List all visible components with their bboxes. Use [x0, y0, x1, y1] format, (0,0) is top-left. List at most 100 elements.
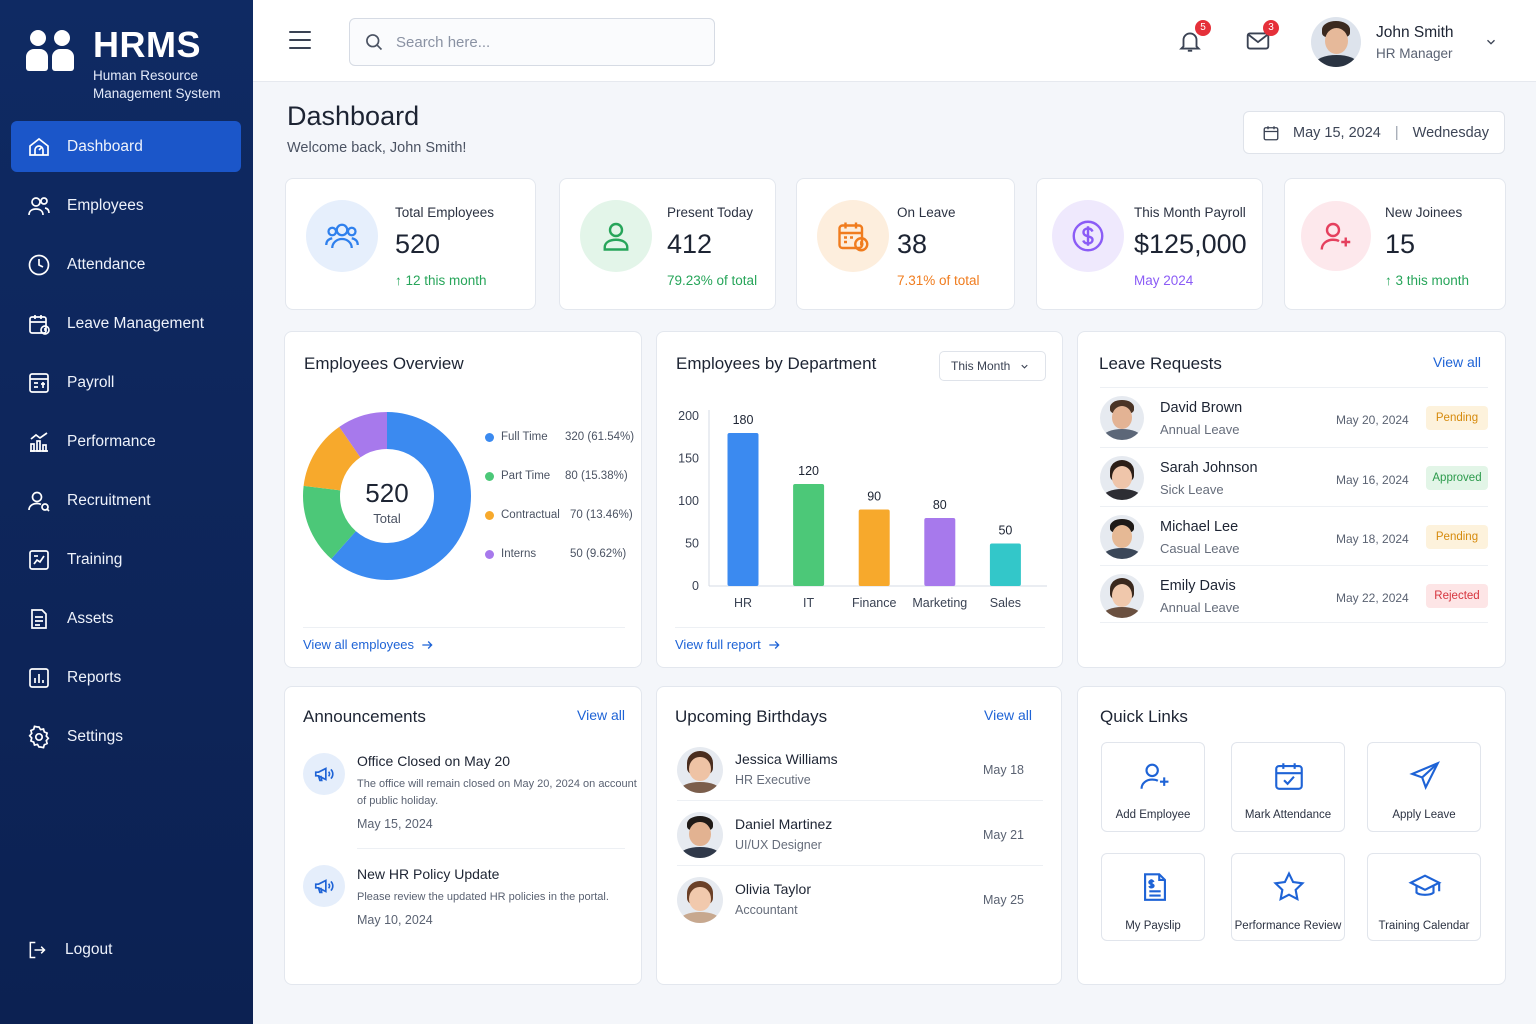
birthdays-view-all-link[interactable]: View all	[984, 707, 1032, 723]
hamburger-menu-icon[interactable]	[289, 31, 311, 49]
section-title: Quick Links	[1100, 707, 1188, 726]
mail-icon	[1246, 32, 1270, 50]
stat-label: Total Employees	[395, 205, 495, 220]
logout-button[interactable]: Logout	[27, 940, 112, 960]
status-badge: Pending	[1426, 525, 1488, 549]
gear-icon	[28, 724, 50, 749]
sidebar-item-payroll[interactable]: Payroll	[11, 357, 241, 408]
x-tick-label: HR	[734, 596, 752, 610]
section-title: Announcements	[303, 707, 426, 726]
sidebar-item-settings[interactable]: Settings	[11, 711, 241, 762]
bar-sales	[989, 543, 1021, 586]
stat-label: This Month Payroll	[1134, 205, 1246, 220]
x-tick-label: Finance	[852, 596, 897, 610]
sidebar-item-recruitment[interactable]: Recruitment	[11, 475, 241, 526]
birthday-row[interactable]: Daniel Martinez UI/UX Designer May 21	[677, 802, 1043, 866]
user-menu[interactable]: John Smith HR Manager	[1311, 17, 1498, 67]
stat-foot: May 2024	[1134, 273, 1194, 288]
user-name: John Smith	[1376, 23, 1454, 41]
bar-value-label: 120	[798, 464, 819, 478]
payslip-icon	[1144, 873, 1166, 901]
avatar	[1100, 515, 1144, 559]
search-input[interactable]	[396, 33, 696, 51]
donut-slice-part-time	[303, 485, 356, 559]
users-icon	[28, 196, 50, 215]
bar-value-label: 50	[998, 524, 1012, 538]
stat-label: New Joinees	[1385, 205, 1463, 220]
stat-value: $125,000	[1134, 229, 1247, 259]
section-title: Leave Requests	[1099, 354, 1222, 373]
performance-icon	[30, 431, 48, 452]
user-icon	[580, 200, 652, 272]
search-box	[349, 18, 715, 66]
stat-label: On Leave	[897, 205, 956, 220]
brand-logo[interactable]: HRMS Human Resource Management System	[26, 26, 221, 103]
sidebar-item-assets[interactable]: Assets	[11, 593, 241, 644]
quick-link-add-employee[interactable]: Add Employee	[1101, 742, 1205, 832]
leave-view-all-link[interactable]: View all	[1433, 354, 1481, 370]
legend-item-contractual: Contractual 70 (13.46%)	[485, 509, 635, 521]
bell-icon	[1179, 32, 1201, 52]
stat-foot: 79.23% of total	[667, 273, 758, 288]
sidebar-item-label: Attendance	[67, 255, 146, 273]
status-badge: Rejected	[1426, 584, 1488, 608]
search-icon	[366, 34, 383, 51]
leave-request-row[interactable]: Sarah Johnson Sick Leave May 16, 2024 Ap…	[1100, 447, 1488, 505]
avatar	[1311, 17, 1361, 67]
stat-card-present-today[interactable]: Present Today 412 79.23% of total	[559, 178, 776, 310]
quick-link-my-payslip[interactable]: My Payslip	[1101, 853, 1205, 941]
stat-card-on-leave[interactable]: On Leave 38 7.31% of total	[796, 178, 1015, 310]
sidebar-item-label: Performance	[67, 432, 156, 450]
donut-chart	[303, 412, 471, 580]
period-filter-select[interactable]: This Month	[939, 351, 1046, 381]
leave-request-row[interactable]: David Brown Annual Leave May 20, 2024 Pe…	[1100, 387, 1488, 445]
y-tick-label: 150	[678, 452, 699, 466]
leave-request-row[interactable]: Emily Davis Annual Leave May 22, 2024 Re…	[1100, 565, 1488, 623]
sidebar-item-performance[interactable]: Performance	[11, 416, 241, 467]
bar-finance	[858, 509, 890, 586]
quick-link-mark-attendance[interactable]: Mark Attendance	[1231, 742, 1345, 832]
birthday-row[interactable]: Olivia Taylor Accountant May 25	[677, 867, 1043, 931]
notifications-button[interactable]: 5	[1177, 20, 1211, 54]
clock-icon	[28, 254, 50, 275]
section-title: Upcoming Birthdays	[675, 707, 828, 726]
sidebar-item-dashboard[interactable]: Dashboard	[11, 121, 241, 172]
stat-card-payroll[interactable]: This Month Payroll $125,000 May 2024	[1036, 178, 1263, 310]
messages-button[interactable]: 3	[1245, 20, 1279, 54]
view-full-report-link[interactable]: View full report	[675, 637, 781, 652]
user-role: HR Manager	[1376, 45, 1453, 61]
legend-item-full-time: Full Time 320 (61.54%)	[485, 431, 635, 443]
star-icon	[1273, 871, 1305, 901]
sidebar-item-employees[interactable]: Employees	[11, 180, 241, 231]
stat-card-total-employees[interactable]: Total Employees 520 ↑ 12 this month	[285, 178, 536, 310]
y-tick-label: 0	[692, 579, 699, 593]
logout-icon	[29, 941, 46, 959]
sidebar-item-label: Employees	[67, 196, 144, 214]
quick-link-apply-leave[interactable]: Apply Leave	[1367, 742, 1481, 832]
date-display[interactable]: May 15, 2024 | Wednesday	[1243, 111, 1505, 154]
recruitment-icon	[28, 491, 50, 512]
quick-link-training-calendar[interactable]: Training Calendar	[1367, 853, 1481, 941]
announcements-view-all-link[interactable]: View all	[577, 707, 625, 723]
stat-card-new-joinees[interactable]: New Joinees 15 ↑ 3 this month	[1284, 178, 1506, 310]
sidebar-item-reports[interactable]: Reports	[11, 652, 241, 703]
employees-by-department-card: Employees by Department This Month 0 50 10…	[656, 331, 1063, 668]
sidebar-item-label: Dashboard	[67, 137, 143, 155]
sidebar-item-attendance[interactable]: Attendance	[11, 239, 241, 290]
donut-center-value: 520	[365, 478, 409, 508]
y-tick-label: 200	[678, 409, 699, 423]
avatar	[677, 812, 723, 858]
sidebar-item-label: Recruitment	[67, 491, 151, 509]
donut-center-label: Total	[373, 511, 401, 526]
payroll-icon	[29, 372, 49, 393]
sidebar-nav: Dashboard Employees Attendance Leave Man…	[11, 121, 241, 770]
sidebar-item-leave-management[interactable]: Leave Management	[11, 298, 241, 349]
quick-link-performance-review[interactable]: Performance Review	[1231, 853, 1345, 941]
view-all-employees-link[interactable]: View all employees	[303, 637, 434, 652]
sidebar-item-training[interactable]: Training	[11, 534, 241, 585]
assets-icon	[31, 608, 47, 629]
section-title: Employees by Department	[676, 354, 877, 373]
leave-request-row[interactable]: Michael Lee Casual Leave May 18, 2024 Pe…	[1100, 506, 1488, 564]
birthday-row[interactable]: Jessica Williams HR Executive May 18	[677, 737, 1043, 801]
avatar	[1100, 456, 1144, 500]
